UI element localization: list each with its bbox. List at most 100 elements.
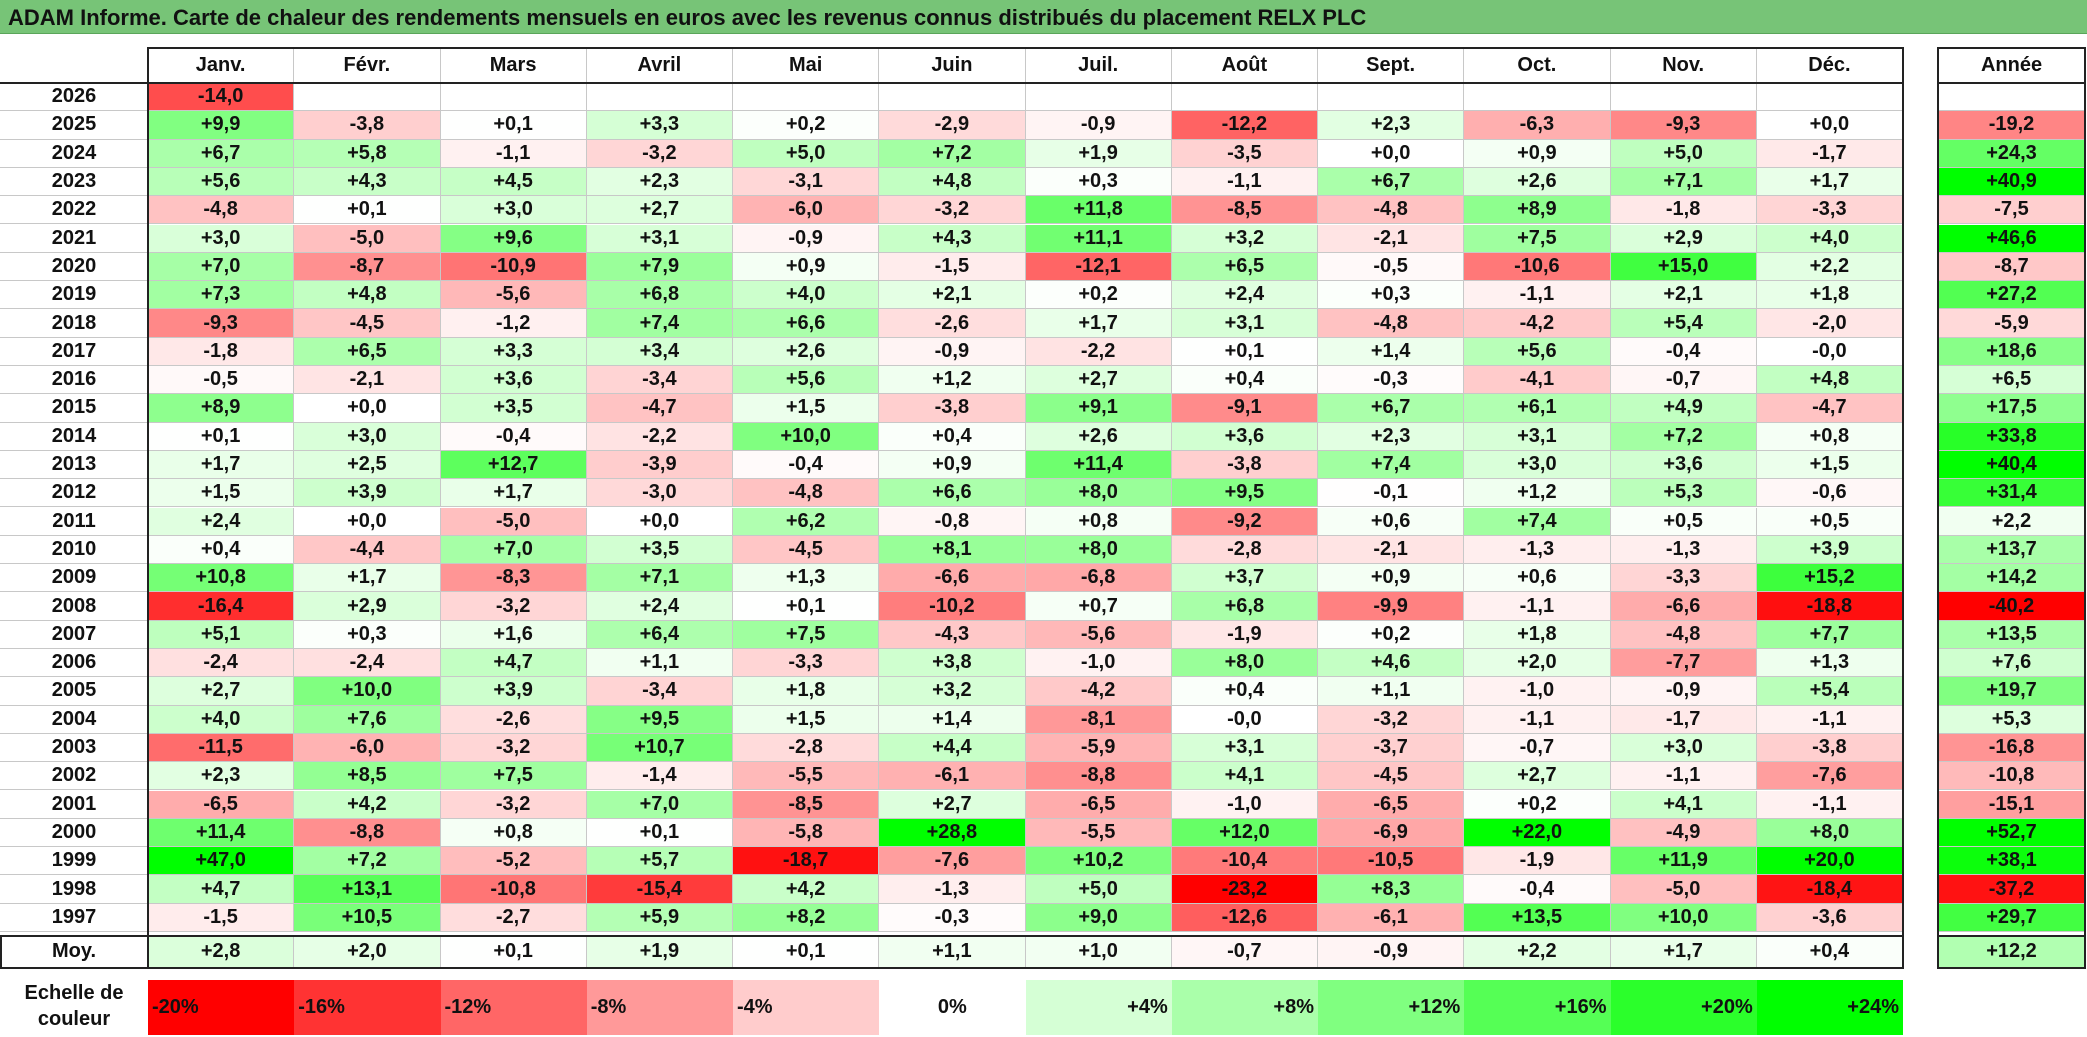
month-cell: [440, 83, 587, 112]
annual-cell: -5,9: [1938, 309, 2086, 338]
average-cell: +1,7: [1610, 936, 1757, 968]
month-cell: +2,1: [879, 281, 1026, 310]
month-header: Févr.: [294, 48, 441, 82]
month-cell: +7,9: [586, 252, 733, 282]
month-cell: +47,0: [148, 847, 295, 876]
month-cell: +2,3: [586, 167, 733, 197]
month-cell: -2,1: [294, 366, 441, 395]
month-cell: -0,0: [1756, 337, 1903, 366]
scale-step: +4%: [1025, 980, 1172, 1035]
month-cell: -6,6: [1610, 592, 1757, 621]
month-cell: +1,7: [148, 450, 295, 480]
year-label: 2004: [0, 705, 148, 734]
month-cell: +1,5: [148, 479, 295, 508]
month-cell: +11,1: [1025, 224, 1172, 253]
month-cell: -1,7: [1756, 139, 1903, 168]
month-cell: +8,3: [1318, 875, 1465, 904]
month-cell: +15,2: [1756, 564, 1903, 593]
year-label: 2025: [0, 111, 148, 140]
month-cell: -8,8: [1025, 762, 1172, 791]
annual-cell: -10,8: [1938, 762, 2086, 791]
month-cell: +7,5: [440, 762, 587, 791]
month-cell: +8,0: [1025, 535, 1172, 565]
month-cell: +0,1: [586, 818, 733, 848]
month-cell: +0,0: [294, 394, 441, 423]
month-cell: +4,1: [1171, 762, 1318, 791]
month-cell: [586, 83, 733, 112]
month-cell: -4,7: [586, 394, 733, 423]
month-cell: +2,7: [879, 790, 1026, 819]
month-cell: +6,1: [1464, 394, 1611, 423]
month-cell: +3,0: [148, 224, 295, 253]
month-cell: +0,9: [733, 252, 880, 282]
month-cell: -12,1: [1025, 252, 1172, 282]
month-cell: +7,3: [148, 281, 295, 310]
average-cell: +2,0: [294, 936, 441, 968]
month-cell: -8,1: [1025, 705, 1172, 734]
month-cell: -0,6: [1756, 479, 1903, 508]
month-cell: +2,2: [1756, 252, 1903, 282]
month-cell: -6,0: [733, 196, 880, 225]
month-cell: -3,2: [440, 733, 587, 763]
month-cell: +4,2: [733, 875, 880, 904]
month-cell: -1,1: [1464, 592, 1611, 621]
month-cell: +4,1: [1610, 790, 1757, 819]
month-cell: -8,8: [294, 818, 441, 848]
month-cell: -9,1: [1171, 394, 1318, 423]
month-cell: -7,6: [1756, 762, 1903, 791]
month-cell: +2,4: [1171, 281, 1318, 310]
month-cell: -3,8: [879, 394, 1026, 423]
month-cell: +7,2: [879, 139, 1026, 168]
month-cell: +1,2: [1464, 479, 1611, 508]
month-cell: +4,0: [148, 705, 295, 734]
month-cell: +8,2: [733, 903, 880, 932]
month-cell: +8,9: [1464, 196, 1611, 225]
month-cell: -1,1: [1756, 705, 1903, 734]
title-bar: ADAM Informe. Carte de chaleur des rende…: [0, 0, 2087, 34]
month-cell: +3,2: [1171, 224, 1318, 253]
month-cell: +10,2: [1025, 847, 1172, 876]
month-cell: +1,4: [1318, 337, 1465, 366]
annual-cell: -15,1: [1938, 790, 2086, 819]
scale-step: -20%: [148, 980, 295, 1035]
month-cell: -4,8: [148, 196, 295, 225]
month-cell: -3,9: [586, 450, 733, 480]
month-cell: -5,0: [294, 224, 441, 253]
month-header: Oct.: [1464, 48, 1611, 82]
month-cell: +6,6: [879, 479, 1026, 508]
month-cell: -2,8: [1171, 535, 1318, 565]
month-cell: +2,1: [1610, 281, 1757, 310]
month-cell: +0,1: [733, 592, 880, 621]
month-cell: +2,7: [586, 196, 733, 225]
month-cell: +9,6: [440, 224, 587, 253]
month-cell: -1,7: [1610, 705, 1757, 734]
average-cell: +1,1: [879, 936, 1026, 968]
month-cell: +4,6: [1318, 649, 1465, 678]
month-cell: +2,9: [294, 592, 441, 621]
month-cell: -2,2: [1025, 337, 1172, 366]
month-cell: -3,3: [733, 649, 880, 678]
month-cell: +1,3: [1756, 649, 1903, 678]
month-cell: -3,2: [879, 196, 1026, 225]
month-cell: +2,6: [1464, 167, 1611, 197]
month-cell: +4,7: [148, 875, 295, 904]
month-cell: +9,1: [1025, 394, 1172, 423]
month-cell: +1,7: [1025, 309, 1172, 338]
month-cell: +6,7: [1318, 167, 1465, 197]
month-cell: -1,2: [440, 309, 587, 338]
month-cell: +3,4: [586, 337, 733, 366]
month-cell: -7,6: [879, 847, 1026, 876]
month-cell: -7,7: [1610, 649, 1757, 678]
annual-cell: +7,6: [1938, 649, 2086, 678]
month-cell: -9,3: [1610, 111, 1757, 140]
year-label: 2013: [0, 450, 148, 480]
month-cell: -0,4: [733, 450, 880, 480]
month-cell: +15,0: [1610, 252, 1757, 282]
month-cell: +7,5: [1464, 224, 1611, 253]
month-cell: +11,4: [1025, 450, 1172, 480]
month-cell: +6,5: [294, 337, 441, 366]
month-cell: -8,3: [440, 564, 587, 593]
annual-cell: -8,7: [1938, 252, 2086, 282]
month-cell: +3,5: [586, 535, 733, 565]
month-cell: +0,6: [1464, 564, 1611, 593]
